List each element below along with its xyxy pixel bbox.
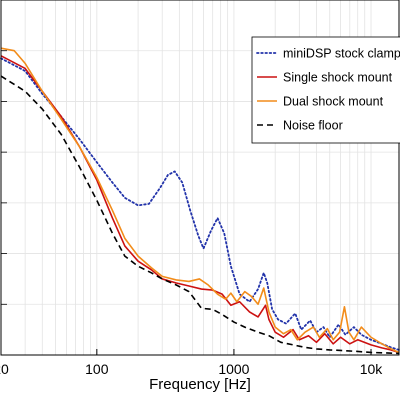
legend-box	[251, 36, 400, 144]
x-tick-label: 10k	[360, 361, 384, 377]
axes-frame	[0, 0, 400, 356]
grid	[1, 0, 399, 355]
plot-series	[0, 47, 400, 355]
legend-label: Dual shock mount	[283, 95, 384, 109]
x-tick-labels: 20 100 1000 10k	[0, 349, 383, 377]
legend: miniDSP stock clamp Single shock mount Dua…	[251, 36, 400, 144]
series-line-single-shock-mount	[0, 55, 400, 354]
legend-label: Noise floor	[283, 119, 343, 133]
x-tick-label: 20	[0, 361, 9, 377]
series-line-noise-floor	[0, 75, 400, 355]
x-tick-label: 1000	[218, 361, 249, 377]
x-axis-label: Frequency [Hz]	[149, 376, 251, 393]
legend-label: Single shock mount	[283, 71, 393, 85]
legend-label: miniDSP stock clamp	[283, 47, 400, 61]
plot-frame	[0, 0, 400, 356]
series-line-minidsp-stock-clamp	[0, 57, 400, 351]
series-line-dual-shock-mount	[0, 47, 400, 354]
x-tick-label: 100	[85, 361, 109, 377]
